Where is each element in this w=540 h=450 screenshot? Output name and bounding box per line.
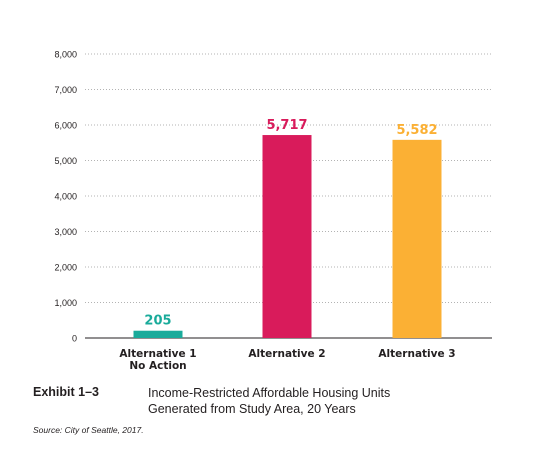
y-tick-label: 7,000 [54,85,77,95]
data-label: 205 [144,314,171,329]
bar [262,135,312,338]
y-tick-label: 2,000 [54,263,77,273]
x-category-label: Alternative 3 [378,348,455,360]
y-tick-label: 6,000 [54,121,77,131]
y-tick-label: 4,000 [54,192,77,202]
exhibit-title-line-1: Income-Restricted Affordable Housing Uni… [148,386,391,400]
y-tick-label: 1,000 [54,298,77,308]
bar [392,139,442,338]
source-note: Source: City of Seattle, 2017. [33,425,144,435]
bar [133,330,183,338]
exhibit-title: Income-Restricted Affordable Housing Uni… [148,385,390,417]
y-axis-ticks: 0 1,000 2,000 3,000 4,000 5,000 6,000 7,000 8,00… [54,50,77,344]
x-category-label: Alternative 1 [119,348,196,360]
y-tick-label: 3,000 [54,227,77,237]
x-axis-labels: Alternative 1No Action Alternative 2 Alter… [119,348,455,372]
data-label: 5,717 [266,118,307,133]
y-tick-label: 5,000 [54,156,77,166]
exhibit-number: Exhibit 1–3 [33,385,99,399]
data-label: 5,582 [396,123,437,138]
y-tick-label: 8,000 [54,50,77,60]
bar-chart: 0 1,000 2,000 3,000 4,000 5,000 6,000 7,000 8,00… [54,50,492,372]
bars: 205 5,717 5,582 [133,118,442,338]
x-category-label: No Action [129,360,186,372]
y-tick-label: 0 [72,334,77,344]
exhibit-title-line-2: Generated from Study Area, 20 Years [148,402,356,416]
x-category-label: Alternative 2 [248,348,325,360]
